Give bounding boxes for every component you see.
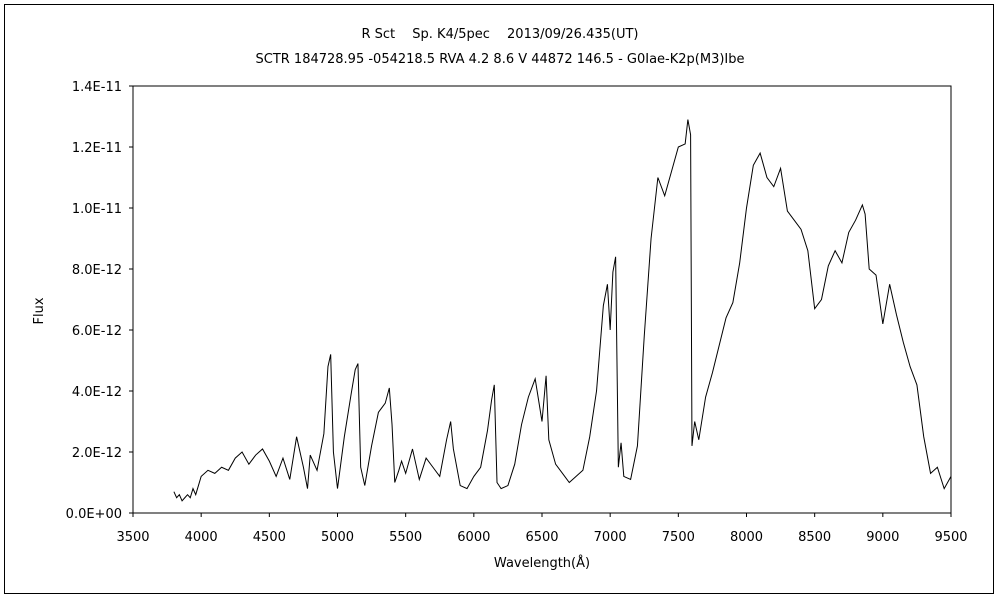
chart-title: R Sct Sp. K4/5pec 2013/09/26.435(UT) [361, 27, 638, 42]
x-tick-label: 9000 [866, 530, 899, 545]
x-tick-label: 6500 [525, 530, 558, 545]
x-axis-ticks: 3500 4000 4500 5000 5500 6000 6500 7000 7500 8000… [116, 513, 968, 545]
y-tick-label: 1.2E-11 [72, 141, 122, 156]
y-tick-label: 1.0E-11 [72, 202, 122, 217]
x-axis-label: Wavelength(Å) [494, 555, 590, 571]
x-tick-label: 8000 [730, 530, 763, 545]
y-tick-label: 4.0E-12 [72, 385, 122, 400]
y-tick-label: 6.0E-12 [72, 324, 122, 339]
y-tick-label: 1.4E-11 [72, 80, 122, 95]
x-tick-label: 3500 [116, 530, 149, 545]
spectrum-line [173, 119, 952, 502]
x-tick-label: 7500 [662, 530, 695, 545]
x-tick-label: 9500 [934, 530, 967, 545]
x-tick-label: 6000 [457, 530, 490, 545]
x-tick-label: 8500 [798, 530, 831, 545]
y-axis-label: Flux [32, 297, 47, 324]
plot-area [132, 85, 952, 514]
y-axis-ticks: 0.0E+00 2.0E-12 4.0E-12 6.0E-12 8.0E-12 1.0E-… [66, 80, 133, 522]
y-tick-label: 8.0E-12 [72, 263, 122, 278]
x-tick-label: 4500 [253, 530, 286, 545]
x-tick-label: 5500 [389, 530, 422, 545]
x-tick-label: 5000 [321, 530, 354, 545]
chart-frame [4, 4, 994, 594]
y-tick-label: 2.0E-12 [72, 446, 122, 461]
x-tick-label: 4000 [185, 530, 218, 545]
x-tick-label: 7000 [594, 530, 627, 545]
chart-subtitle: SCTR 184728.95 -054218.5 RVA 4.2 8.6 V 4… [255, 52, 744, 67]
y-tick-label: 0.0E+00 [66, 507, 122, 522]
